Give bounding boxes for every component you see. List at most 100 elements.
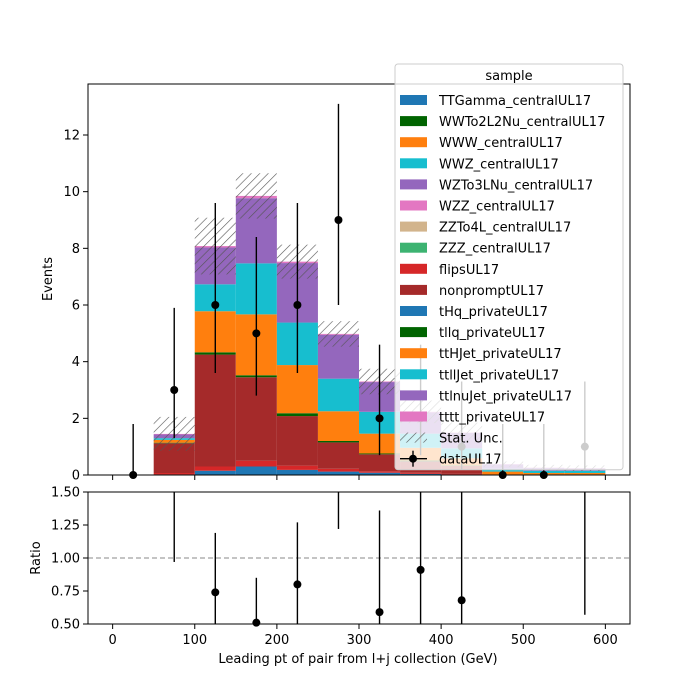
bar-ttHJet_privateUL17-bin-4	[276, 365, 318, 414]
legend-swatch-flipsUL17	[400, 263, 427, 274]
ratio-y-tick-label: 1.25	[51, 519, 80, 534]
legend-swatch-WZZ_centralUL17	[400, 200, 427, 211]
ratio-point-2	[252, 618, 261, 627]
legend-swatch-tHq_privateUL17	[400, 306, 427, 316]
ratio-x-tick-label: 100	[182, 633, 207, 648]
main-y-tick-label: 8	[72, 242, 80, 257]
ratio-y-tick-label: 1.00	[51, 552, 80, 567]
legend-title: sample	[485, 69, 532, 84]
main-y-tick-label: 4	[72, 355, 80, 370]
bar-TTGamma_centralUL17-bin-3	[235, 466, 277, 475]
ratio-point-6	[416, 565, 425, 574]
ratio-point-3	[293, 580, 302, 589]
bar-TTGamma_centralUL17-bin-6	[359, 472, 401, 475]
legend-data-marker	[409, 454, 417, 463]
legend-label-WWZ_centralUL17: WWZ_centralUL17	[439, 157, 559, 172]
ratio-y-ticks: 0.50 0.75 1.00 1.25 1.50	[51, 486, 88, 633]
main-y-tick-label: 2	[72, 412, 80, 427]
legend-label-tllq_privateUL17: tllq_privateUL17	[439, 326, 545, 341]
bar-ttHJet_privateUL17-bin-11	[564, 473, 606, 475]
ratio-x-tick-label: 0	[108, 633, 116, 648]
legend-swatch-WWZ_centralUL17	[400, 158, 427, 169]
data-point-6	[375, 414, 384, 423]
main-y-tick-label: 12	[63, 129, 80, 144]
x-axis-label: Leading pt of pair from l+j collection (…	[218, 652, 497, 667]
legend-swatch-nonpromptUL17	[400, 284, 427, 295]
bar-ttllJet_privateUL17-bin-5	[317, 378, 359, 412]
legend-swatch-ttlnuJet_privateUL17	[400, 390, 427, 401]
legend-swatch-tllq_privateUL17	[400, 327, 427, 338]
ratio-plot: 0.50 0.75 1.00 1.25 1.50 0 100 200 300 400 500 600	[51, 486, 631, 648]
ratio-x-tick-label: 500	[511, 633, 536, 648]
ratio-point-1	[211, 588, 220, 597]
legend-swatch-WZTo3LNu_centralUL17	[400, 179, 427, 190]
legend-label-ttllJet_privateUL17: ttllJet_privateUL17	[439, 368, 559, 383]
legend-label-WZZ_centralUL17: WZZ_centralUL17	[439, 200, 555, 215]
legend-label-data: dataUL17	[439, 453, 502, 468]
ratio-x-tick-label: 400	[429, 633, 454, 648]
legend-swatch-ZZTo4L_centralUL17	[400, 221, 427, 232]
bar-nonpromptUL17-bin-5	[317, 442, 359, 469]
ratio-y-tick-label: 0.75	[51, 585, 80, 600]
ratio-y-tick-label: 1.50	[51, 486, 80, 501]
bar-TTGamma_centralUL17-bin-5	[317, 471, 359, 475]
legend-label-ZZTo4L_centralUL17: ZZTo4L_centralUL17	[439, 221, 571, 236]
legend-label-flipsUL17: flipsUL17	[439, 263, 499, 278]
bar-nonpromptUL17-bin-2	[194, 354, 236, 467]
ratio-x-ticks: 0 100 200 300 400 500 600	[108, 624, 618, 648]
bar-flipsUL17-bin-4	[276, 465, 318, 470]
legend-label-ttlnuJet_privateUL17: ttlnuJet_privateUL17	[439, 389, 572, 404]
legend-swatch-ttHJet_privateUL17	[400, 348, 427, 359]
bar-flipsUL17-bin-2	[194, 466, 236, 471]
bar-flipsUL17-bin-3	[235, 460, 277, 467]
data-point-3	[252, 329, 261, 338]
bar-flipsUL17-bin-8	[441, 473, 483, 475]
bar-TTGamma_centralUL17-bin-7	[400, 473, 442, 475]
data-point-1	[170, 386, 179, 394]
legend: sample TTGamma_centralUL17 WWTo2L2Nu_centr…	[394, 63, 624, 471]
ratio-x-tick-label: 200	[264, 633, 289, 648]
bar-TTGamma_centralUL17-bin-4	[276, 469, 318, 475]
legend-label-TTGamma_centralUL17: TTGamma_centralUL17	[438, 94, 591, 109]
legend-box	[394, 63, 624, 471]
bar-tllq_privateUL17-bin-5	[317, 441, 359, 443]
bar-ttHJet_privateUL17-bin-5	[317, 411, 359, 441]
legend-swatch-tttt_privateUL17	[400, 411, 427, 422]
data-point-4	[293, 301, 302, 309]
main-y-tick-label: 6	[72, 299, 80, 314]
legend-label-WWTo2L2Nu_centralUL17: WWTo2L2Nu_centralUL17	[439, 115, 605, 130]
legend-swatch-stat-unc	[400, 432, 427, 443]
legend-swatch-ttllJet_privateUL17	[400, 369, 427, 380]
main-y-tick-label: 10	[63, 185, 80, 200]
main-y-ticks: 0 2 4 6 8 10 12	[63, 129, 88, 484]
bar-flipsUL17-bin-6	[359, 471, 401, 473]
legend-swatch-ZZZ_centralUL17	[400, 242, 427, 253]
legend-label-WWW_centralUL17: WWW_centralUL17	[439, 136, 563, 151]
data-point-5	[334, 216, 343, 224]
legend-swatch-WWTo2L2Nu_centralUL17	[400, 116, 427, 127]
ratio-x-tick-label: 300	[347, 633, 372, 648]
legend-label-stat-unc: Stat. Unc.	[439, 432, 503, 447]
legend-swatch-WWW_centralUL17	[400, 137, 427, 148]
main-y-axis-label: Events	[41, 257, 56, 301]
ratio-point-7	[457, 596, 466, 605]
legend-label-WZTo3LNu_centralUL17: WZTo3LNu_centralUL17	[439, 178, 593, 193]
legend-label-ttHJet_privateUL17: ttHJet_privateUL17	[439, 347, 562, 362]
main-x-ticks	[112, 475, 606, 480]
bar-TTGamma_centralUL17-bin-2	[194, 470, 236, 475]
legend-label-tttt_privateUL17: tttt_privateUL17	[439, 411, 545, 426]
legend-swatch-TTGamma_centralUL17	[400, 95, 427, 105]
ratio-x-tick-label: 600	[593, 633, 618, 648]
bar-tllq_privateUL17-bin-4	[276, 413, 318, 417]
bar-nonpromptUL17-bin-6	[359, 454, 401, 472]
bar-flipsUL17-bin-1	[153, 473, 195, 475]
legend-label-tHq_privateUL17: tHq_privateUL17	[439, 305, 548, 320]
ratio-y-axis-label: Ratio	[29, 541, 44, 574]
main-y-tick-label: 0	[72, 469, 80, 484]
bar-nonpromptUL17-bin-4	[276, 416, 318, 466]
bar-flipsUL17-bin-5	[317, 468, 359, 472]
ratio-points	[173, 492, 586, 627]
ratio-point-5	[375, 608, 384, 617]
data-point-2	[211, 301, 220, 309]
